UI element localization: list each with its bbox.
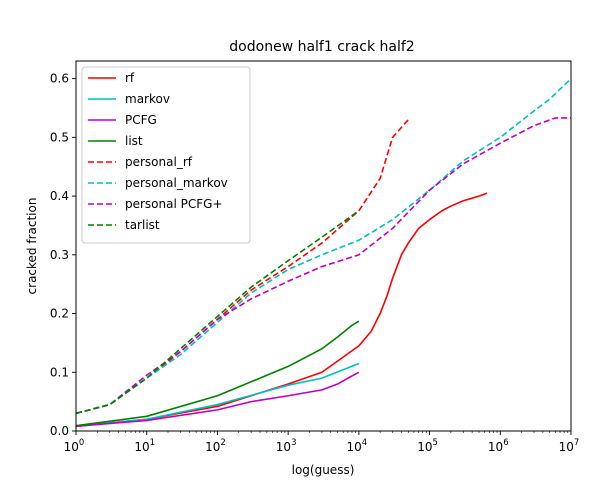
series-line-tarlist — [76, 210, 360, 415]
y-tick-label: 0.4 — [50, 189, 69, 203]
y-tick-label: 0.0 — [50, 424, 69, 438]
series-line-pcfg — [76, 371, 360, 428]
y-tick-label: 0.3 — [50, 248, 69, 262]
chart-title: dodonew half1 crack half2 — [229, 39, 414, 55]
x-axis-label: log(guess) — [292, 463, 355, 477]
y-tick-label: 0.5 — [50, 130, 69, 144]
legend-label: personal_markov — [125, 176, 228, 190]
series-line-markov — [76, 362, 360, 428]
legend-label: rf — [125, 71, 135, 85]
legend-label: list — [125, 134, 143, 148]
legend-label: tarlist — [125, 218, 160, 232]
series-layer — [76, 78, 571, 428]
y-axis: 0.0 0.1 0.2 0.3 0.4 0.5 0.6 — [50, 72, 76, 438]
legend-label: markov — [125, 92, 170, 106]
y-tick-label: 0.6 — [50, 72, 69, 86]
series-line-personal-markov — [76, 78, 571, 415]
legend: rf markov PCFG list personal_rf personal_mark… — [81, 66, 251, 244]
legend-label: personal PCFG+ — [125, 197, 223, 211]
plot-frame — [75, 60, 572, 432]
y-tick-label: 0.2 — [50, 307, 69, 321]
series-line-list — [76, 320, 360, 427]
legend-label: PCFG — [125, 113, 157, 127]
y-axis-label: cracked fraction — [25, 198, 39, 295]
plot-area — [76, 78, 571, 428]
y-tick-label: 0.1 — [50, 365, 69, 379]
legend-box — [81, 66, 251, 244]
legend-label: personal_rf — [125, 155, 193, 169]
series-line-rf — [76, 192, 488, 428]
